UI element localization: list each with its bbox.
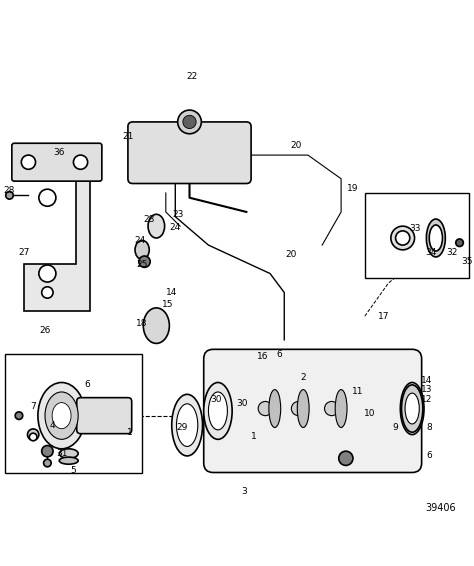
Circle shape (178, 110, 201, 134)
Text: 21: 21 (122, 132, 134, 140)
Text: 33: 33 (409, 224, 420, 233)
Ellipse shape (135, 241, 149, 259)
Ellipse shape (404, 391, 420, 426)
Ellipse shape (176, 404, 198, 447)
Ellipse shape (429, 225, 443, 251)
Text: 29: 29 (177, 423, 188, 432)
Circle shape (29, 433, 37, 441)
Ellipse shape (45, 392, 78, 439)
Text: 14: 14 (166, 288, 177, 297)
Text: 3: 3 (241, 487, 247, 496)
Text: 4: 4 (49, 421, 55, 430)
Circle shape (292, 401, 306, 415)
Circle shape (15, 412, 23, 419)
Circle shape (391, 226, 415, 250)
Ellipse shape (335, 389, 347, 427)
Ellipse shape (204, 383, 232, 439)
Text: 14: 14 (421, 376, 432, 385)
Text: 34: 34 (426, 248, 437, 257)
Ellipse shape (427, 219, 446, 257)
Circle shape (139, 256, 150, 267)
Circle shape (73, 155, 88, 169)
Text: 1: 1 (128, 428, 133, 437)
Text: 5: 5 (71, 466, 76, 475)
Text: 30: 30 (236, 399, 247, 408)
Text: 2: 2 (301, 373, 306, 382)
Text: 25: 25 (137, 260, 148, 268)
Ellipse shape (401, 385, 423, 432)
Text: 28: 28 (144, 215, 155, 224)
Circle shape (44, 459, 51, 467)
Circle shape (456, 239, 464, 247)
Circle shape (6, 191, 13, 199)
Text: 26: 26 (39, 326, 51, 335)
Text: 23: 23 (172, 210, 183, 219)
Ellipse shape (209, 392, 228, 430)
FancyBboxPatch shape (12, 143, 102, 181)
Text: 9: 9 (393, 423, 399, 432)
Text: 8: 8 (426, 423, 432, 432)
Text: 32: 32 (447, 248, 458, 257)
Text: 35: 35 (461, 257, 473, 266)
Ellipse shape (172, 395, 202, 456)
Ellipse shape (143, 308, 169, 344)
Text: 12: 12 (421, 395, 432, 404)
FancyBboxPatch shape (77, 398, 132, 434)
Circle shape (42, 445, 53, 457)
Text: 22: 22 (186, 72, 198, 82)
Text: 39406: 39406 (425, 503, 456, 513)
Text: 24: 24 (170, 222, 181, 231)
Text: 13: 13 (420, 385, 432, 394)
Ellipse shape (269, 389, 281, 427)
Text: 17: 17 (378, 312, 390, 321)
Text: 7: 7 (30, 402, 36, 411)
Text: 20: 20 (286, 250, 297, 259)
Circle shape (42, 287, 53, 298)
Text: 24: 24 (134, 236, 146, 245)
Text: 6: 6 (277, 350, 283, 359)
Text: 15: 15 (163, 300, 174, 309)
Ellipse shape (38, 383, 85, 449)
Circle shape (325, 401, 339, 415)
Text: 11: 11 (352, 388, 364, 396)
Bar (5, 354, 142, 473)
Text: 28: 28 (4, 186, 15, 195)
FancyBboxPatch shape (204, 349, 422, 473)
Text: 16: 16 (257, 352, 269, 361)
Circle shape (258, 401, 273, 415)
Circle shape (183, 115, 196, 128)
Text: 6: 6 (85, 380, 91, 389)
Text: 6: 6 (426, 452, 432, 460)
Text: 20: 20 (291, 141, 302, 150)
Circle shape (21, 155, 36, 169)
Ellipse shape (297, 389, 309, 427)
Ellipse shape (148, 215, 164, 238)
Text: 18: 18 (137, 319, 148, 328)
Text: 1: 1 (251, 432, 256, 441)
Circle shape (339, 451, 353, 465)
Circle shape (39, 265, 56, 282)
Text: 36: 36 (54, 148, 65, 157)
FancyBboxPatch shape (128, 122, 251, 183)
Text: 27: 27 (18, 248, 29, 257)
Ellipse shape (52, 402, 71, 428)
Polygon shape (24, 179, 90, 311)
Text: 31: 31 (56, 449, 67, 458)
Text: 10: 10 (364, 409, 375, 418)
Bar (365, 193, 469, 278)
Ellipse shape (59, 457, 78, 464)
Ellipse shape (405, 393, 419, 424)
Ellipse shape (59, 449, 78, 458)
Text: 19: 19 (347, 184, 359, 193)
Circle shape (39, 189, 56, 206)
Circle shape (396, 231, 410, 245)
Text: 30: 30 (210, 395, 221, 404)
Ellipse shape (401, 383, 424, 435)
Circle shape (27, 429, 39, 440)
